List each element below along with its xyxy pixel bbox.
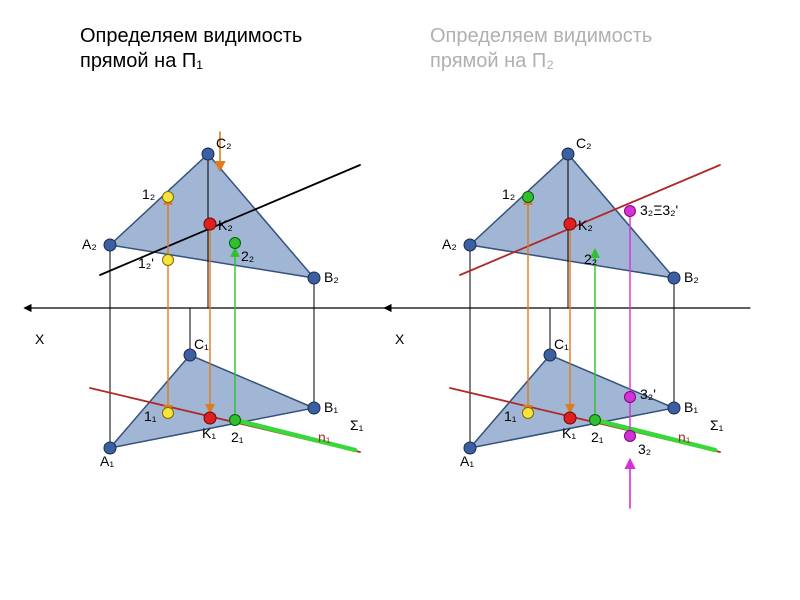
axis-label-x: X: [395, 332, 404, 346]
lbl-K1: K₁: [202, 426, 216, 440]
lbl-21: 2₁: [591, 430, 604, 444]
lbl-B2: B₂: [684, 270, 699, 284]
lbl-12: 1₂: [142, 187, 155, 201]
lbl-32p-b: 3₂': [640, 387, 656, 401]
lbl-11: 1₁: [144, 409, 157, 423]
lbl-C2: C₂: [576, 136, 592, 150]
lbl-n1: n₁: [318, 430, 331, 444]
axis-label-x: X: [35, 332, 44, 346]
diagram-svg: [0, 0, 800, 600]
lbl-11: 1₁: [504, 409, 517, 423]
lbl-A1: A₁: [100, 454, 114, 468]
lbl-32-b: 3₂: [638, 442, 651, 456]
lbl-S1: Σ₁: [350, 418, 363, 432]
lbl-12: 1₂: [502, 187, 515, 201]
lbl-12p: 1₂': [138, 256, 154, 270]
lbl-32pair: 3₂Ξ3₂': [640, 203, 678, 217]
lbl-A1: A₁: [460, 454, 474, 468]
lbl-C1: C₁: [194, 337, 209, 351]
lbl-B1: B₁: [324, 400, 338, 414]
lbl-22: 2₂: [241, 249, 254, 263]
lbl-C1: C₁: [554, 337, 569, 351]
lbl-K2: K₂: [218, 218, 233, 232]
lbl-B2: B₂: [324, 270, 339, 284]
lbl-C2: C₂: [216, 136, 232, 150]
lbl-A2: A₂: [82, 237, 97, 251]
lbl-n1: n₁: [678, 430, 691, 444]
stage: { "canvas": { "w": 800, "h": 600, "bg": …: [0, 0, 800, 600]
lbl-B1: B₁: [684, 400, 698, 414]
lbl-22: 2₂: [584, 252, 597, 266]
lbl-K1: K₁: [562, 426, 576, 440]
lbl-21: 2₁: [231, 430, 244, 444]
lbl-S1: Σ₁: [710, 418, 723, 432]
lbl-A2: A₂: [442, 237, 457, 251]
lbl-K2: K₂: [578, 218, 593, 232]
